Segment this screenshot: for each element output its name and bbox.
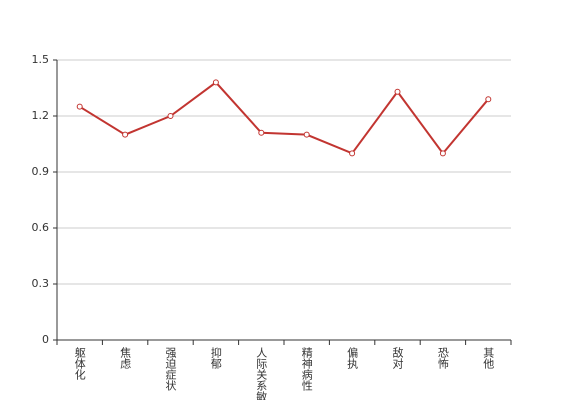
point [439, 150, 446, 157]
x-tick-label: 偏执 [346, 346, 359, 370]
x-tick-label: 躯体化 [73, 347, 86, 381]
point [258, 129, 265, 136]
x-tick-label: 强迫症状 [164, 347, 177, 391]
x-tick-label: 恐怖 [436, 347, 449, 369]
point [212, 79, 219, 86]
point [303, 131, 310, 138]
point [394, 88, 401, 95]
x-tick-label: 人际关系敏感 [255, 347, 268, 400]
y-tick-label: 0.9 [32, 165, 50, 178]
point [485, 96, 492, 103]
x-tick-label: 敌对 [391, 346, 404, 369]
point [167, 113, 174, 119]
x-tick-label: 焦虑 [119, 347, 132, 369]
y-tick-label: 1.2 [32, 109, 50, 122]
point [122, 131, 129, 138]
y-tick-label: 0.3 [32, 277, 50, 290]
y-tick-label: 0.6 [32, 221, 50, 234]
y-tick-label: 1.5 [32, 53, 50, 66]
x-tick-label: 其他 [482, 347, 495, 369]
x-tick-label: 精神病性 [300, 347, 313, 392]
line [79, 81, 490, 155]
y-tick-label: 0 [42, 333, 49, 346]
x-tick-label: 抑郁 [209, 346, 222, 369]
point [76, 103, 83, 110]
point [349, 150, 356, 157]
